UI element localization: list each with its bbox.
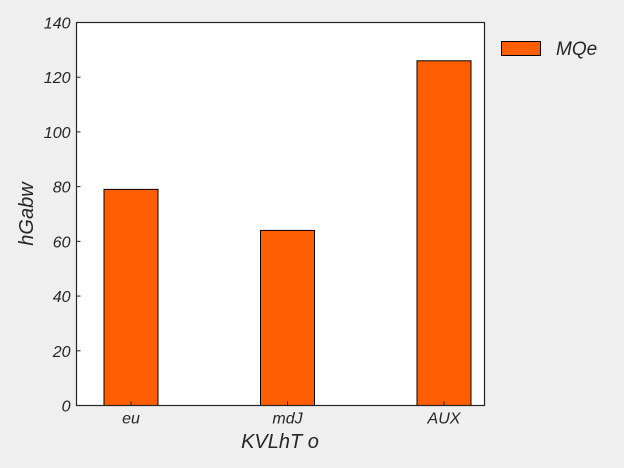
y-tick-label: 140 [44, 16, 71, 33]
legend-swatch [501, 41, 541, 56]
bar-eu [103, 188, 159, 406]
y-tick-label: 80 [53, 180, 71, 197]
x-tick-label: AUX [427, 411, 462, 428]
y-tick-label: 100 [44, 125, 71, 142]
x-tick-label: eu [122, 411, 140, 428]
y-tick-label: 0 [62, 399, 71, 416]
y-tick-label: 20 [52, 344, 71, 361]
x-axis-ticks: eu mdJ AUX [122, 401, 462, 428]
y-axis-label: hGabw [16, 181, 38, 246]
legend: MQe [501, 39, 597, 60]
y-tick-label: 120 [44, 70, 71, 87]
x-axis-label: KVLhT o [241, 431, 319, 453]
x-tick-label: mdJ [272, 411, 303, 428]
bar-mdJ [260, 229, 315, 406]
y-tick-label: 40 [53, 289, 71, 306]
bar-series [103, 60, 472, 407]
plot-frame [75, 21, 486, 407]
bar-AUX [416, 60, 472, 407]
y-axis-ticks: 0 20 40 60 80 100 120 140 [44, 16, 81, 416]
legend-label: MQe [556, 39, 597, 60]
y-tick-label: 60 [53, 234, 71, 251]
